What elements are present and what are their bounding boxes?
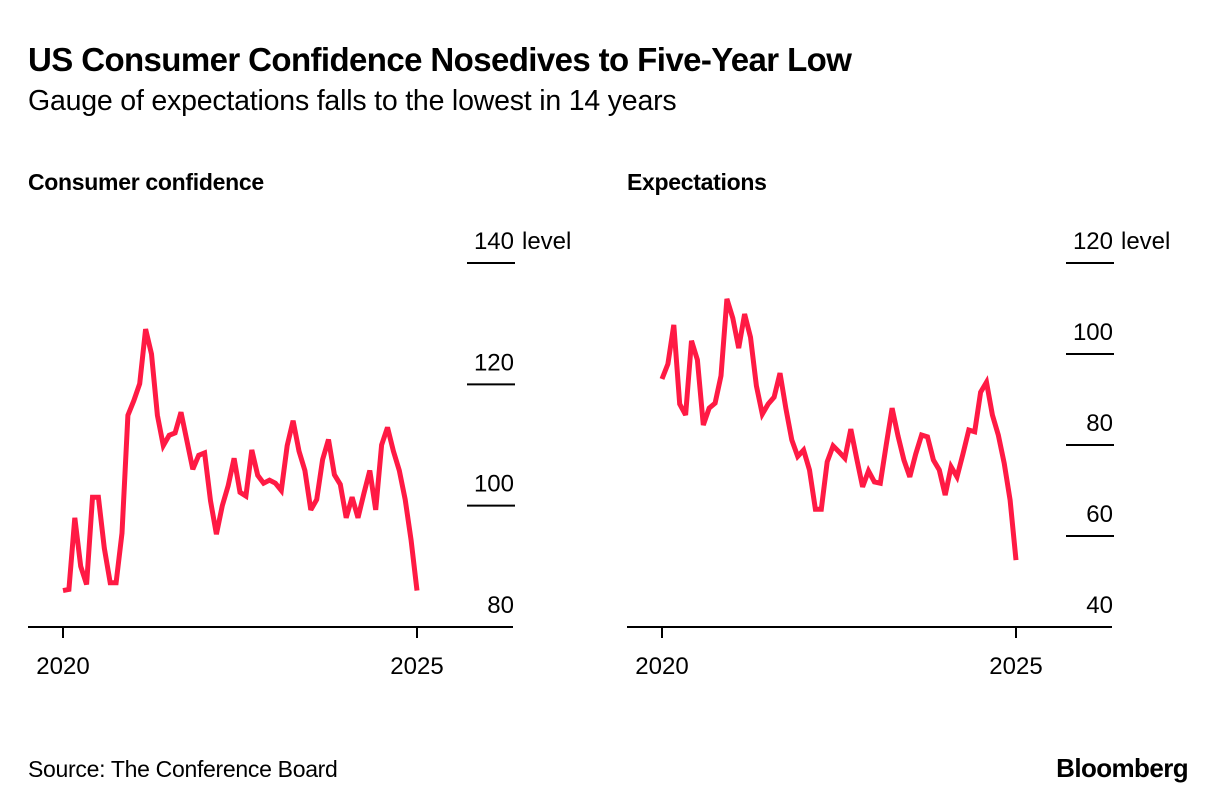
x-tick-label: 2025 xyxy=(390,653,443,680)
y-tick-label: 100 xyxy=(1073,319,1113,346)
y-tick-label: 60 xyxy=(1086,501,1113,528)
chart-subtitle: Gauge of expectations falls to the lowes… xyxy=(28,85,677,117)
chart-title: US Consumer Confidence Nosedives to Five… xyxy=(28,41,852,78)
x-tick-label: 2025 xyxy=(989,653,1042,680)
source-note: Source: The Conference Board xyxy=(28,756,338,782)
y-tick-label: 80 xyxy=(1086,410,1113,437)
x-tick-label: 2020 xyxy=(635,653,688,680)
bloomberg-logo: Bloomberg xyxy=(1056,753,1188,783)
y-unit-label: level xyxy=(1121,228,1170,255)
y-unit-label: level xyxy=(522,228,571,255)
series-line xyxy=(62,328,420,594)
panel-title-consumer-confidence: Consumer confidence xyxy=(28,169,264,195)
y-tick-label: 100 xyxy=(474,471,514,498)
x-tick-label: 2020 xyxy=(36,653,89,680)
y-tick-label: 120 xyxy=(474,349,514,376)
series-line xyxy=(659,298,1019,561)
y-tick-label: 40 xyxy=(1086,592,1113,619)
y-tick-label: 80 xyxy=(487,592,514,619)
panel-expectations: 120 level 100 80 60 40 2020 2025 xyxy=(627,228,1170,680)
panel-consumer-confidence: 140 level 120 100 80 2020 2025 xyxy=(28,228,571,680)
panel-title-expectations: Expectations xyxy=(627,169,767,195)
y-tick-label: 140 xyxy=(474,228,514,255)
y-tick-label: 120 xyxy=(1073,228,1113,255)
